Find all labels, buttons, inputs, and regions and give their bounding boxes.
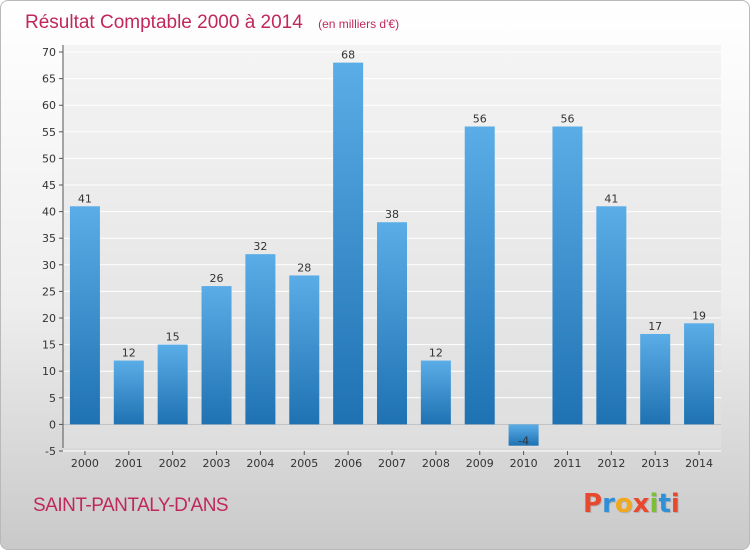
bar-2006 (333, 62, 364, 425)
bar-2002 (157, 344, 188, 425)
value-label-2011: 56 (560, 112, 574, 125)
bar-2001 (113, 360, 144, 425)
logo-letter: r (602, 489, 615, 519)
bar-2008 (420, 360, 451, 425)
x-tick-label-2012: 2012 (597, 457, 625, 470)
bar-2010 (508, 424, 539, 446)
x-tick-label-2014: 2014 (685, 457, 713, 470)
logo-letter: x (632, 489, 650, 519)
y-tick-label: 15 (42, 339, 56, 352)
bar-2007 (377, 222, 407, 425)
y-tick-label: 20 (42, 312, 56, 325)
x-tick-label-2008: 2008 (422, 457, 450, 470)
y-tick-label: 25 (42, 285, 56, 298)
value-labels: 41 12 15 26 32 28 68 38 12 56 -4 56 41 17 19 (78, 49, 706, 448)
bar-2004 (245, 254, 276, 425)
x-tick-label-2009: 2009 (466, 457, 494, 470)
value-label-2004: 32 (253, 240, 267, 253)
value-label-2009: 56 (473, 112, 487, 125)
value-label-2007: 38 (385, 208, 399, 221)
x-tick-label-2010: 2010 (510, 457, 538, 470)
logo-letter: i (649, 489, 659, 519)
logo-letter: t (658, 489, 671, 519)
bars (69, 62, 715, 446)
y-tick-label: 10 (42, 365, 56, 378)
value-label-2010: -4 (518, 435, 529, 448)
value-label-2000: 41 (78, 192, 92, 205)
y-tick-label: 55 (42, 126, 56, 139)
chart-unit: (en milliers d'€) (318, 17, 399, 31)
y-tick-label: 45 (42, 179, 56, 192)
value-label-2006: 68 (341, 49, 355, 62)
value-label-2014: 19 (692, 309, 706, 322)
x-tick-label-2006: 2006 (334, 457, 362, 470)
x-tick-label-2011: 2011 (553, 457, 581, 470)
x-tick-label-2002: 2002 (159, 457, 187, 470)
bar-2009 (464, 126, 495, 425)
value-label-2008: 12 (429, 347, 443, 360)
y-tick-label: 70 (42, 46, 56, 59)
value-label-2005: 28 (297, 261, 311, 274)
y-tick-label: 35 (42, 232, 56, 245)
y-tick-label: 60 (42, 99, 56, 112)
bar-2012 (596, 206, 627, 425)
y-axis-ticks: -5 0 5 10 15 20 25 30 35 40 45 50 55 60 65 70 (42, 46, 63, 458)
value-label-2013: 17 (648, 320, 662, 333)
x-tick-label-2005: 2005 (290, 457, 318, 470)
bar-2014 (684, 323, 715, 425)
y-tick-label: -5 (45, 445, 56, 458)
bar-2003 (201, 286, 232, 425)
proxiti-logo[interactable]: Proxiti (583, 489, 680, 519)
x-axis-ticks: 2000 2001 2002 2003 2004 2005 2006 2007 2008 2009… (71, 451, 713, 470)
y-tick-label: 5 (49, 392, 56, 405)
x-tick-label-2000: 2000 (71, 457, 99, 470)
svg-text:Résultat Comptable 2000 à 2014: Résultat Comptable 2000 à 2014 (en milli… (25, 12, 399, 33)
value-label-2012: 41 (604, 192, 618, 205)
bar-2000 (69, 206, 100, 425)
logo-letter: o (614, 489, 633, 519)
commune-name: SAINT-PANTALY-D'ANS (33, 495, 229, 516)
x-tick-label-2007: 2007 (378, 457, 406, 470)
bar-2005 (289, 275, 320, 425)
logo-letter: i (670, 489, 680, 519)
value-label-2001: 12 (122, 347, 136, 360)
y-tick-label: 30 (42, 259, 56, 272)
x-tick-label-2013: 2013 (641, 457, 669, 470)
y-tick-label: 50 (42, 152, 56, 165)
bar-2011 (552, 126, 583, 425)
value-label-2002: 15 (166, 331, 180, 344)
y-tick-label: 65 (42, 73, 56, 86)
logo-letter: P (583, 489, 603, 519)
y-tick-label: 0 (49, 418, 56, 431)
y-tick-label: 40 (42, 206, 56, 219)
x-tick-label-2003: 2003 (203, 457, 231, 470)
x-tick-label-2004: 2004 (246, 457, 274, 470)
bar-2013 (640, 333, 671, 425)
value-label-2003: 26 (210, 272, 224, 285)
x-tick-label-2001: 2001 (115, 457, 143, 470)
chart-title: Résultat Comptable 2000 à 2014 (25, 12, 303, 33)
